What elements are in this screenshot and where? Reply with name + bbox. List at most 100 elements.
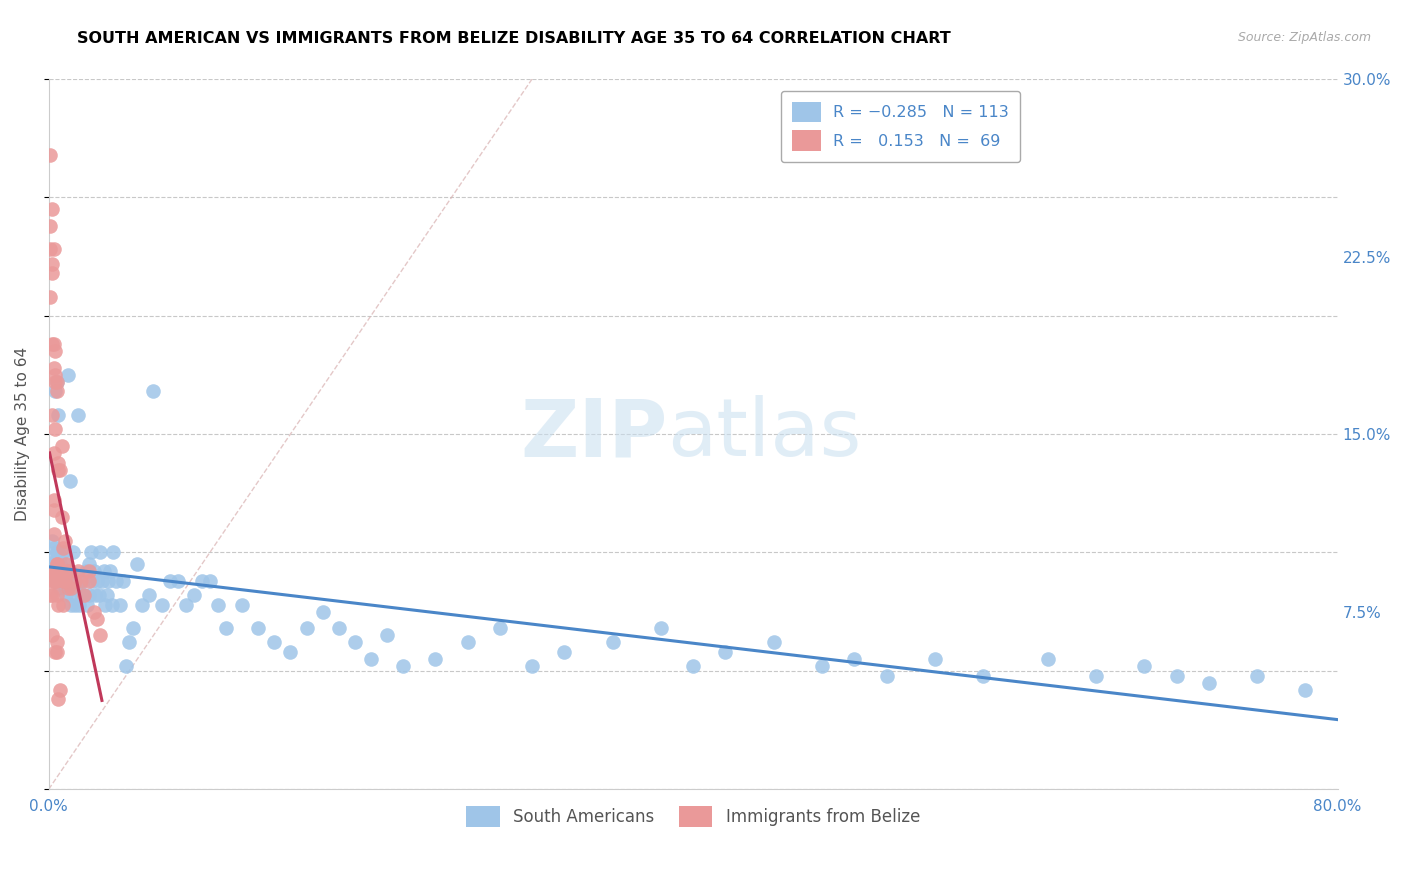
Point <box>42 503 65 517</box>
Point <box>55 588 77 602</box>
Point <box>59 565 82 579</box>
Point <box>67 598 90 612</box>
Point <box>520 659 543 673</box>
Point <box>48 462 70 476</box>
Point <box>87 588 110 602</box>
Point <box>55 558 77 572</box>
Point <box>65 569 87 583</box>
Point <box>811 659 834 673</box>
Point <box>44 574 66 588</box>
Y-axis label: Disability Age 35 to 64: Disability Age 35 to 64 <box>15 347 30 521</box>
Point <box>83 565 105 579</box>
Point <box>97 574 120 588</box>
Point <box>45 558 67 572</box>
Point <box>215 621 238 635</box>
Point <box>42 574 65 588</box>
Point <box>295 621 318 635</box>
Point <box>48 598 70 612</box>
Point <box>42 243 65 257</box>
Point <box>60 598 83 612</box>
Point <box>127 558 149 572</box>
Point <box>49 550 72 565</box>
Point <box>44 558 66 572</box>
Point <box>45 558 67 572</box>
Point <box>86 574 108 588</box>
Point <box>51 574 73 588</box>
Point <box>52 541 75 555</box>
Point <box>41 574 63 588</box>
Text: Source: ZipAtlas.com: Source: ZipAtlas.com <box>1237 31 1371 45</box>
Point <box>90 574 112 588</box>
Point <box>53 581 76 595</box>
Point <box>45 375 67 389</box>
Point <box>174 598 197 612</box>
Point <box>56 581 79 595</box>
Point <box>762 635 785 649</box>
Point <box>42 493 65 508</box>
Point <box>1166 668 1188 682</box>
Point <box>49 581 72 595</box>
Legend: South Americans, Immigrants from Belize: South Americans, Immigrants from Belize <box>460 799 927 834</box>
Point <box>49 462 72 476</box>
Point <box>41 588 63 602</box>
Point <box>41 202 63 217</box>
Point <box>42 569 65 583</box>
Point <box>360 652 382 666</box>
Point <box>44 375 66 389</box>
Text: ZIP: ZIP <box>520 395 668 473</box>
Point <box>49 682 72 697</box>
Point <box>62 545 84 559</box>
Point <box>96 588 118 602</box>
Point <box>48 456 70 470</box>
Point <box>53 574 76 588</box>
Point <box>103 545 125 559</box>
Point <box>48 408 70 422</box>
Point <box>311 605 333 619</box>
Point <box>714 645 737 659</box>
Point <box>392 659 415 673</box>
Point <box>41 257 63 271</box>
Point <box>280 645 302 659</box>
Point <box>198 574 221 588</box>
Point <box>73 588 96 602</box>
Point <box>115 659 138 673</box>
Point <box>79 545 101 559</box>
Point <box>142 384 165 399</box>
Point <box>45 645 67 659</box>
Point <box>45 384 67 399</box>
Point <box>100 598 122 612</box>
Point <box>457 635 479 649</box>
Point <box>553 645 575 659</box>
Point <box>48 555 70 569</box>
Point <box>44 565 66 579</box>
Point <box>42 541 65 555</box>
Point <box>70 574 93 588</box>
Point <box>41 408 63 422</box>
Point <box>59 588 82 602</box>
Point <box>121 621 143 635</box>
Point <box>44 565 66 579</box>
Point <box>51 569 73 583</box>
Point <box>150 598 173 612</box>
Point <box>98 565 121 579</box>
Point <box>42 446 65 460</box>
Point <box>41 628 63 642</box>
Point <box>60 581 83 595</box>
Point <box>39 565 62 579</box>
Point <box>77 574 100 588</box>
Point <box>39 219 62 233</box>
Point <box>41 533 63 548</box>
Point <box>72 574 94 588</box>
Point <box>77 558 100 572</box>
Point <box>56 368 79 382</box>
Point <box>42 526 65 541</box>
Point <box>183 588 205 602</box>
Point <box>55 565 77 579</box>
Point <box>1084 668 1107 682</box>
Point <box>42 565 65 579</box>
Point <box>343 635 366 649</box>
Point <box>191 574 214 588</box>
Point <box>77 565 100 579</box>
Point <box>63 598 86 612</box>
Point <box>75 565 97 579</box>
